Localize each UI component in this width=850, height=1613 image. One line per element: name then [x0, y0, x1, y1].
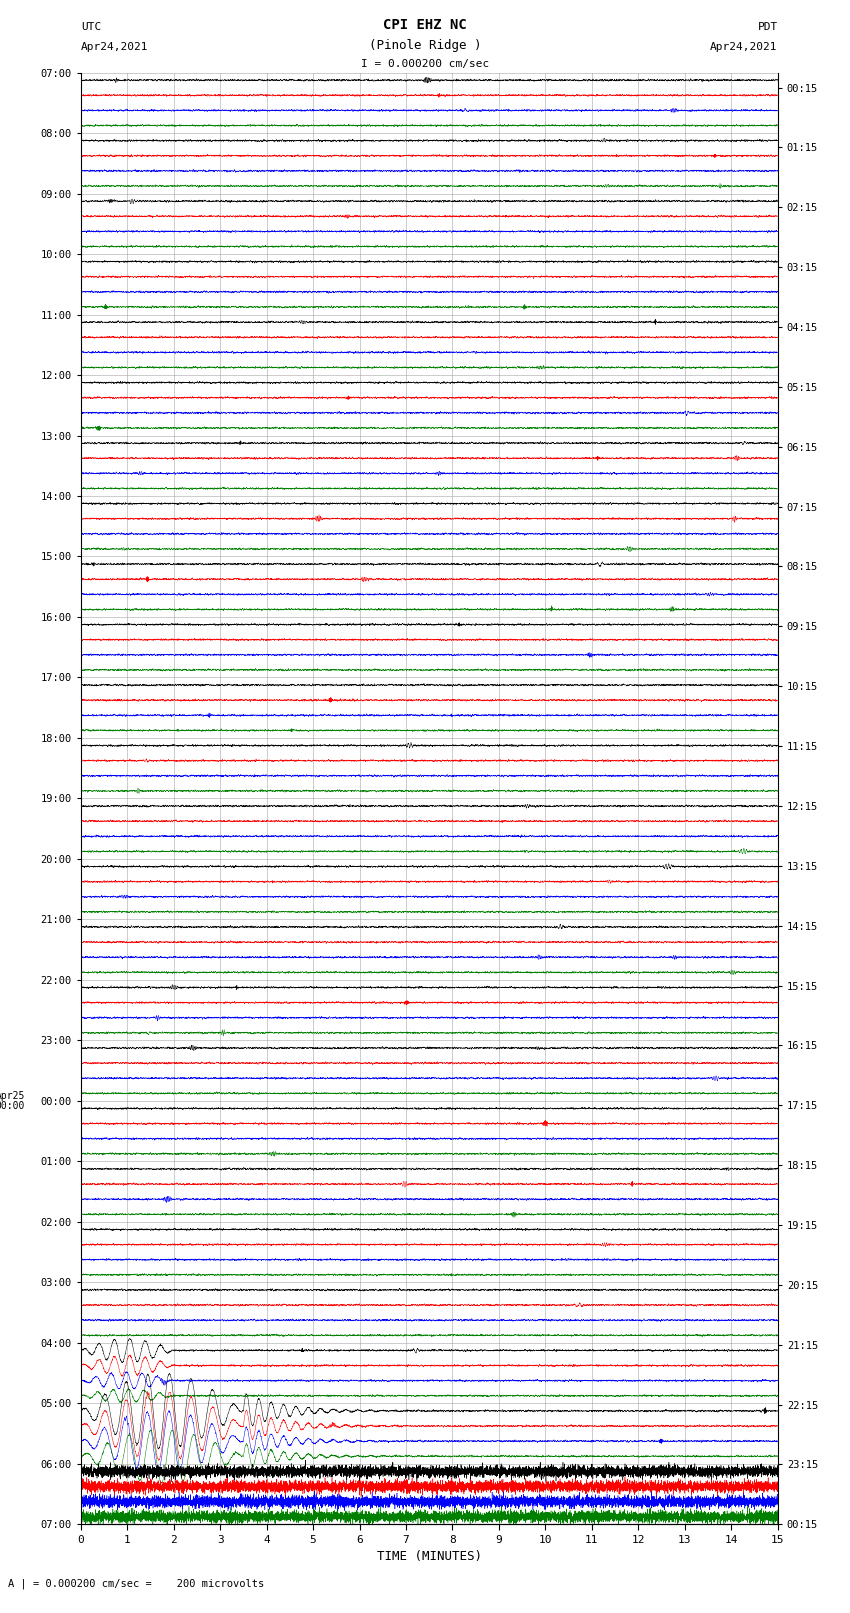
- Text: Apr24,2021: Apr24,2021: [711, 42, 778, 52]
- Text: Apr24,2021: Apr24,2021: [81, 42, 148, 52]
- Text: UTC: UTC: [81, 23, 101, 32]
- Text: (Pinole Ridge ): (Pinole Ridge ): [369, 39, 481, 52]
- Text: 00:00: 00:00: [0, 1100, 25, 1111]
- Text: PDT: PDT: [757, 23, 778, 32]
- X-axis label: TIME (MINUTES): TIME (MINUTES): [377, 1550, 482, 1563]
- Text: CPI EHZ NC: CPI EHZ NC: [383, 18, 467, 32]
- Text: I = 0.000200 cm/sec: I = 0.000200 cm/sec: [361, 60, 489, 69]
- Text: A | = 0.000200 cm/sec =    200 microvolts: A | = 0.000200 cm/sec = 200 microvolts: [8, 1579, 264, 1589]
- Text: Apr25: Apr25: [0, 1090, 25, 1100]
